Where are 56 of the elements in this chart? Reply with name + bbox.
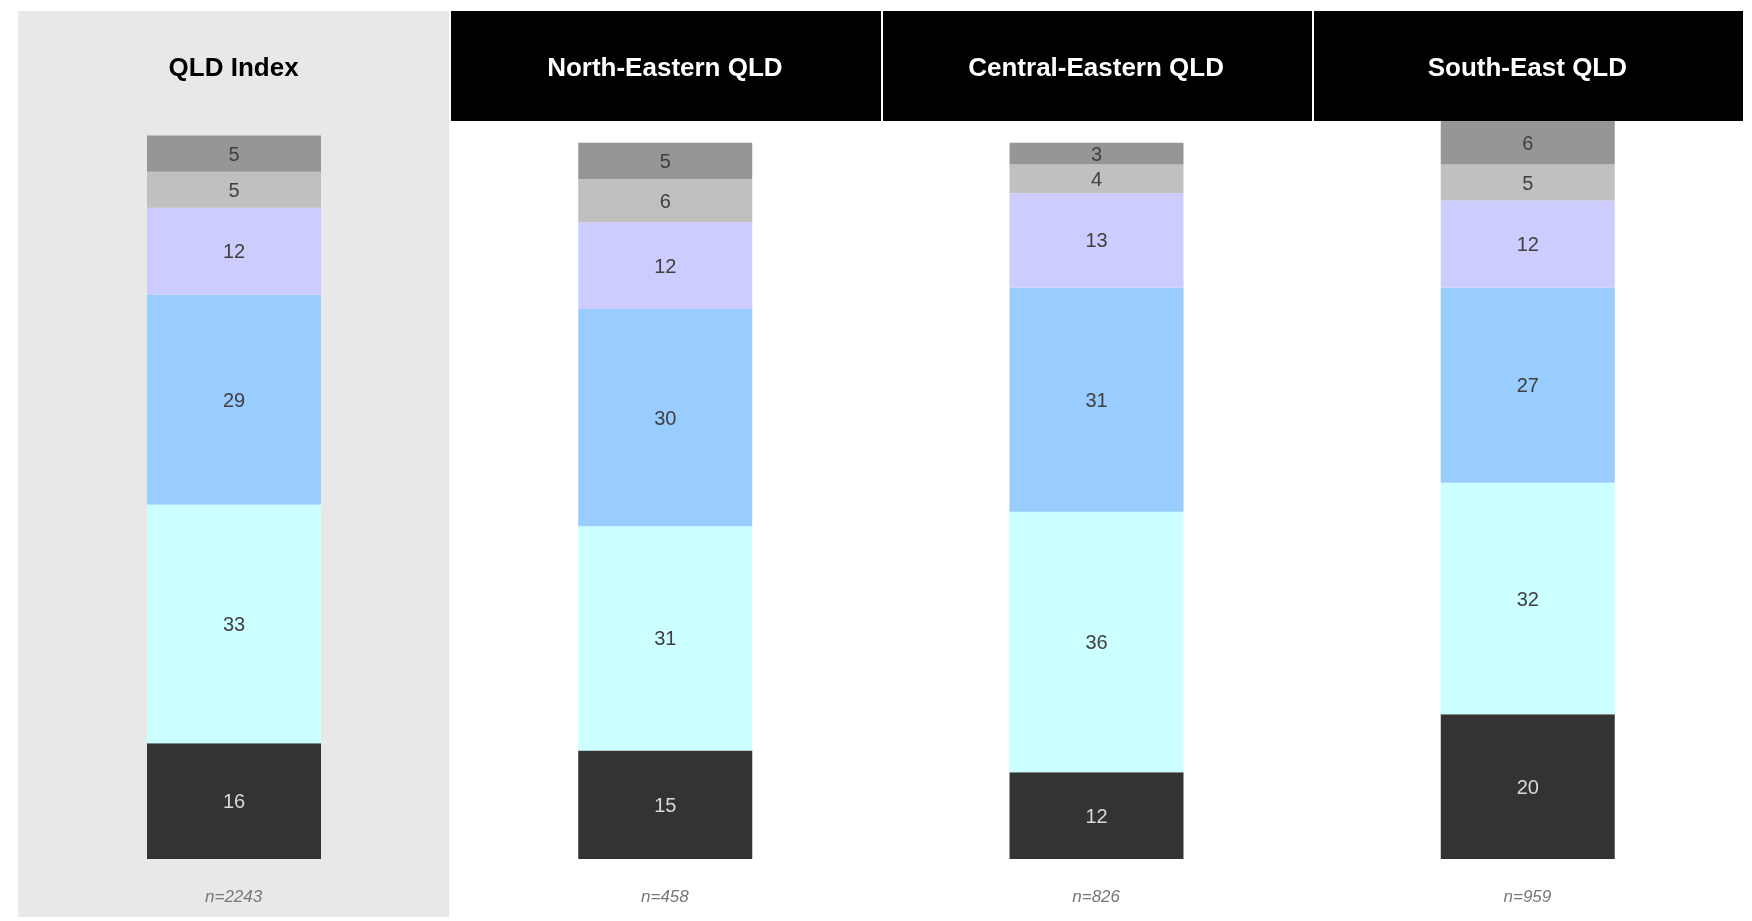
x-tick-label: QLD Index	[168, 52, 300, 82]
text: n=2243	[204, 886, 264, 908]
data-label: 32	[1516, 587, 1539, 610]
x-tick-label: Central-Eastern QLD	[968, 52, 1224, 82]
bar	[1009, 287, 1184, 512]
bar	[1009, 772, 1184, 859]
data-label: 13	[1085, 229, 1108, 252]
data-label: 4	[1090, 167, 1103, 190]
data-label: 15	[654, 793, 677, 816]
data-label: 6	[1522, 131, 1534, 154]
bar	[578, 750, 753, 859]
bar	[147, 504, 321, 744]
bar	[147, 135, 321, 172]
bar	[578, 222, 753, 310]
bar	[1440, 164, 1615, 201]
bar	[578, 142, 753, 179]
bar	[1440, 482, 1615, 715]
data-label: 16	[222, 790, 246, 813]
bar	[147, 207, 321, 295]
x-tick-label: North-Eastern QLD	[547, 52, 783, 82]
data-label: 5	[659, 149, 671, 172]
text: n=458	[640, 886, 690, 908]
bar	[578, 309, 753, 527]
bar	[1009, 142, 1184, 165]
bar	[1009, 193, 1184, 288]
data-label: 12	[654, 254, 677, 277]
bar	[147, 743, 321, 859]
bar	[1440, 121, 1615, 165]
bar	[578, 526, 753, 751]
bar	[1009, 164, 1184, 194]
data-label: 12	[1516, 233, 1539, 256]
text: n=959	[1502, 886, 1553, 908]
data-label: 31	[1085, 388, 1108, 411]
data-label: 5	[1522, 171, 1534, 194]
data-label: 5	[228, 142, 240, 165]
bar	[1440, 200, 1615, 288]
data-label: 27	[1516, 374, 1539, 397]
bar	[1440, 287, 1615, 483]
data-label: 12	[222, 240, 246, 263]
data-label: 30	[654, 406, 677, 429]
x-tick-label: South-East QLD	[1427, 52, 1628, 82]
bar	[147, 171, 321, 208]
bar	[578, 178, 753, 223]
data-label: 33	[222, 612, 246, 635]
data-label: 3	[1090, 142, 1103, 165]
data-label: 5	[228, 178, 240, 201]
bar	[147, 294, 321, 505]
data-label: 31	[654, 627, 677, 650]
data-label: 20	[1516, 775, 1539, 798]
bar	[1009, 511, 1184, 773]
bar	[1440, 714, 1615, 859]
data-label: 12	[1085, 804, 1108, 827]
text: n=826	[1071, 886, 1121, 908]
data-label: 29	[222, 388, 246, 411]
data-label: 36	[1085, 631, 1108, 654]
data-label: 6	[659, 189, 671, 212]
